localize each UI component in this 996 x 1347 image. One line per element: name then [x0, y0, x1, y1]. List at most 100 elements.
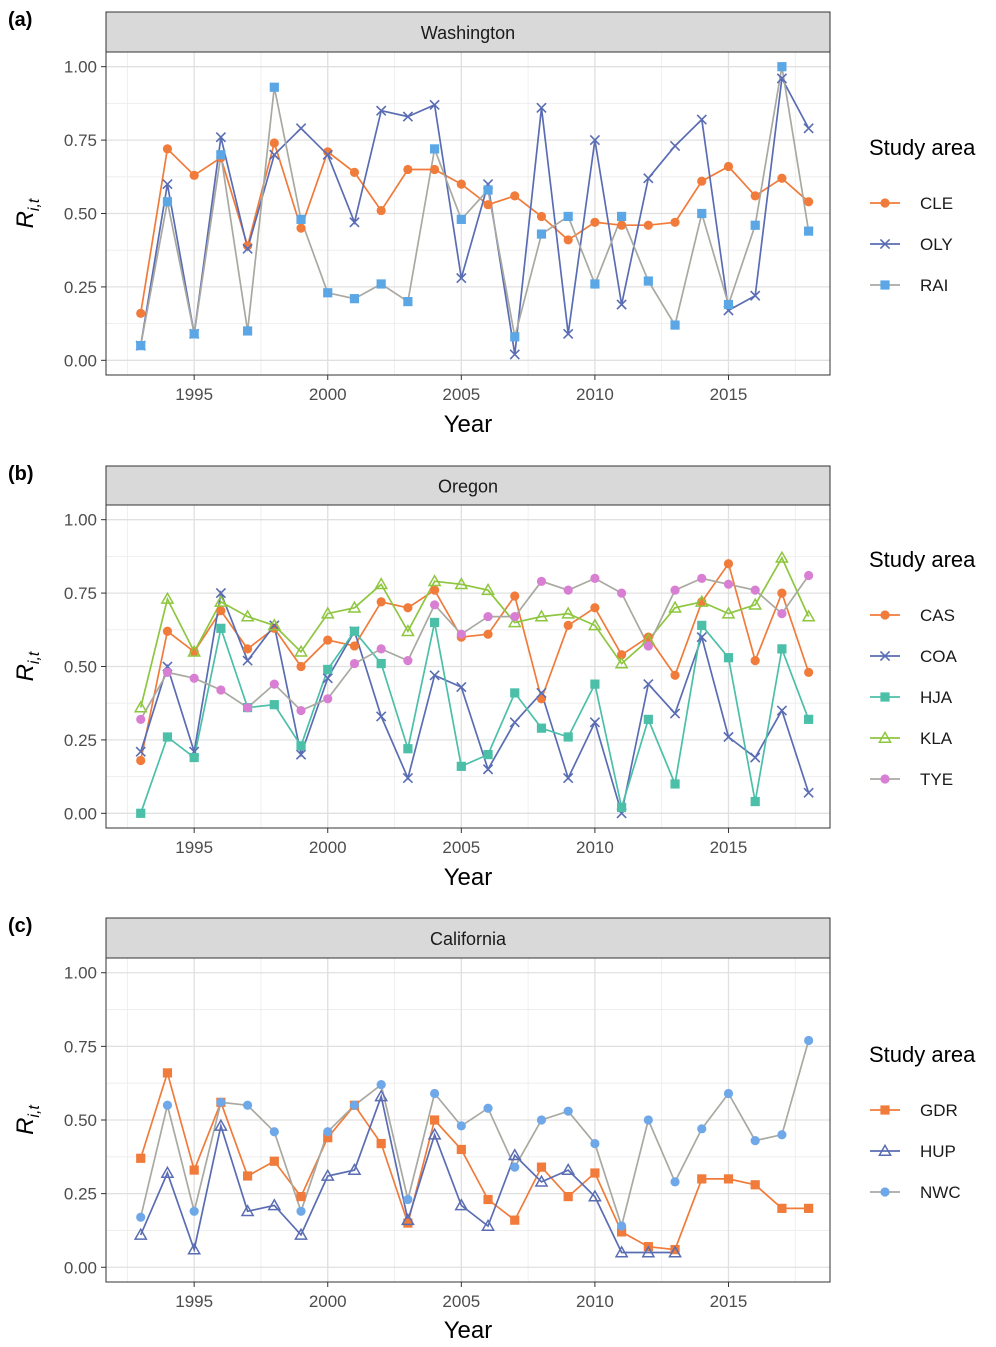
data-point	[349, 1100, 360, 1110]
data-point	[430, 585, 440, 595]
data-point	[269, 1156, 279, 1166]
data-point	[323, 694, 333, 704]
data-point	[269, 700, 279, 710]
data-point	[242, 1100, 253, 1110]
legend-label: KLA	[920, 729, 953, 748]
data-point	[617, 1227, 627, 1237]
data-point	[323, 635, 333, 645]
data-point	[162, 144, 173, 154]
legend-title: Study area	[869, 135, 976, 160]
data-point	[322, 149, 333, 160]
data-point	[801, 609, 816, 622]
data-point	[430, 1115, 440, 1125]
data-point	[563, 620, 573, 630]
y-tick-label: 0.00	[64, 351, 97, 370]
data-point	[694, 594, 709, 607]
data-point	[536, 687, 547, 699]
data-point	[160, 591, 175, 604]
data-point	[670, 779, 680, 789]
legend-marker	[880, 1187, 890, 1197]
data-point	[563, 585, 573, 595]
grid	[106, 52, 830, 375]
markers-gdr	[136, 1068, 814, 1255]
data-point	[216, 150, 226, 160]
data-point	[483, 611, 493, 622]
data-point	[403, 296, 413, 307]
data-point	[536, 723, 547, 733]
data-point	[429, 670, 440, 681]
data-point	[590, 279, 600, 289]
data-point	[617, 802, 627, 813]
data-point	[617, 220, 627, 230]
data-point	[536, 102, 547, 113]
data-point	[804, 714, 814, 724]
data-point	[162, 1100, 173, 1110]
data-point	[269, 82, 279, 92]
data-point	[242, 1171, 253, 1181]
markers-rai	[136, 62, 814, 351]
data-point	[561, 1162, 576, 1176]
legend: Study area CAS COA HJA KLA TYE	[869, 547, 976, 789]
x-tick-label: 2015	[710, 385, 748, 404]
legend-label: OLY	[920, 235, 953, 254]
data-point	[400, 1213, 415, 1226]
data-point	[189, 1206, 199, 1216]
data-point	[376, 279, 386, 289]
data-point	[750, 290, 761, 301]
x-tick-label: 2005	[442, 385, 480, 404]
data-point	[590, 1138, 600, 1149]
legend-label: TYE	[920, 770, 953, 789]
data-point	[481, 1218, 495, 1231]
data-point	[403, 164, 413, 175]
series-line	[139, 139, 810, 314]
data-point	[296, 705, 306, 716]
data-point	[750, 1180, 760, 1190]
data-point	[721, 606, 736, 619]
x-tick-label: 2005	[442, 1292, 480, 1311]
data-point	[135, 746, 146, 757]
data-point	[777, 62, 787, 72]
y-tick-label: 0.25	[64, 1185, 97, 1204]
legend-title: Study area	[869, 547, 976, 572]
data-point	[507, 1148, 522, 1161]
x-tick-label: 1995	[175, 1292, 213, 1311]
data-point	[136, 808, 146, 818]
y-tick-label: 0.75	[64, 131, 97, 150]
data-point	[510, 332, 520, 342]
data-point	[189, 752, 199, 763]
data-point	[507, 615, 522, 628]
data-point	[803, 123, 814, 134]
data-point	[804, 570, 814, 581]
data-point	[215, 587, 227, 599]
legend-item-cle: CLE	[870, 194, 953, 213]
data-point	[162, 197, 173, 207]
data-point	[697, 176, 707, 186]
legend-item-tye: TYE	[870, 770, 953, 789]
data-point	[456, 272, 467, 284]
y-tick-label: 0.50	[64, 205, 97, 224]
data-point	[269, 679, 279, 689]
data-point	[376, 105, 387, 116]
data-point	[162, 1068, 173, 1078]
data-point	[187, 644, 202, 657]
data-point	[777, 173, 787, 183]
data-point	[136, 1212, 146, 1222]
data-point	[296, 1206, 306, 1216]
legend-item-nwc: NWC	[870, 1183, 961, 1202]
data-point	[670, 320, 680, 330]
data-point	[376, 597, 386, 607]
legend-item-cas: CAS	[870, 606, 955, 625]
data-point	[482, 764, 494, 775]
data-point	[777, 609, 787, 619]
data-point	[804, 197, 814, 207]
data-point	[563, 235, 573, 245]
series-cle	[139, 139, 810, 314]
data-point	[296, 741, 306, 751]
y-tick-label: 0.00	[64, 804, 97, 823]
data-point	[563, 1106, 573, 1116]
data-point	[563, 772, 574, 784]
grid	[106, 958, 830, 1282]
data-point	[697, 208, 707, 219]
data-point	[750, 656, 760, 666]
